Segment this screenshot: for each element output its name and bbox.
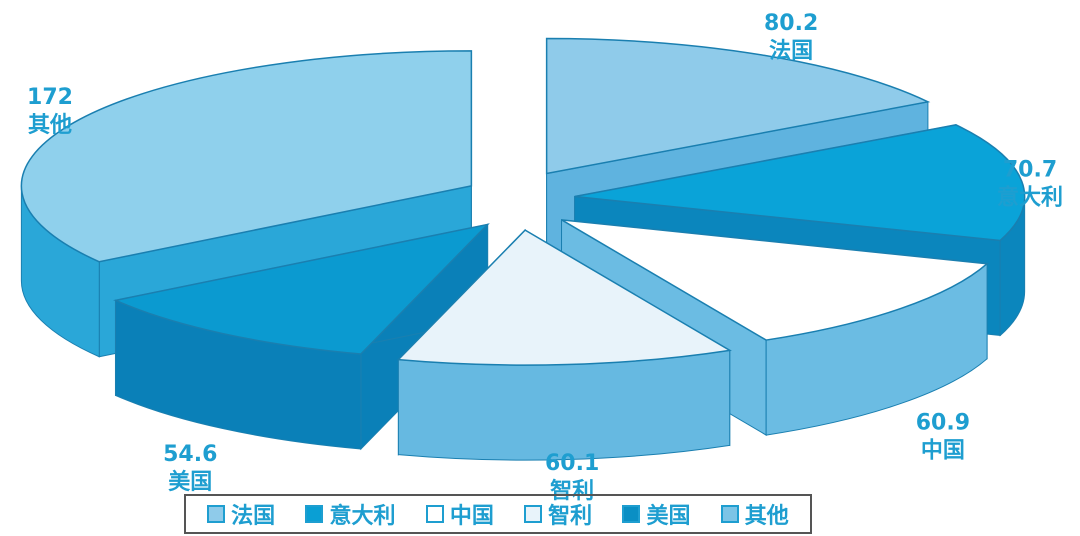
legend-label: 法国 [231, 504, 276, 529]
slice-value-label: 54.6 [163, 442, 217, 467]
pie-slice-top [561, 219, 989, 341]
legend-label: 意大利 [329, 504, 396, 529]
legend-swatch [425, 505, 444, 523]
pie-slice-top [113, 223, 490, 355]
slice-category-label: 法国 [769, 39, 813, 64]
slice-value-label: 80.2 [764, 11, 818, 36]
slice-value-label: 60.1 [545, 451, 599, 476]
legend-swatch [720, 505, 739, 523]
pie-slice-top [20, 50, 473, 263]
legend-swatch [305, 505, 324, 523]
slice-value-label: 60.9 [916, 411, 970, 436]
legend-label: 其他 [744, 504, 789, 529]
pie-slice-top [574, 124, 1026, 242]
legend-swatch [622, 505, 641, 523]
slice-category-label: 中国 [921, 439, 965, 464]
legend-item: 意大利 [305, 498, 396, 530]
legend-item: 智利 [524, 498, 592, 530]
legend-swatch [524, 505, 543, 523]
legend-swatch [207, 505, 226, 523]
pie-slice-top [545, 37, 931, 175]
slice-category-label: 智利 [550, 478, 594, 504]
pie-slice-side [397, 349, 731, 461]
slice-value-label: 172 [27, 85, 73, 110]
legend-item: 美国 [622, 498, 690, 530]
legend-item: 中国 [425, 498, 494, 530]
legend-label: 智利 [548, 504, 593, 529]
slice-category-label: 美国 [168, 469, 212, 495]
chart-legend: 法国 意大利 中国 智利 美国 其他 [184, 494, 812, 534]
pie-slice-3 [396, 228, 732, 461]
slice-category-label: 意大利 [997, 185, 1063, 211]
legend-label: 美国 [646, 504, 691, 529]
pie-slice-top [396, 229, 732, 366]
slice-value-label: 70.7 [1003, 158, 1057, 183]
slice-category-label: 其他 [28, 113, 72, 138]
legend-label: 中国 [449, 504, 494, 529]
legend-item: 其他 [720, 498, 789, 530]
legend-item: 法国 [207, 498, 275, 530]
